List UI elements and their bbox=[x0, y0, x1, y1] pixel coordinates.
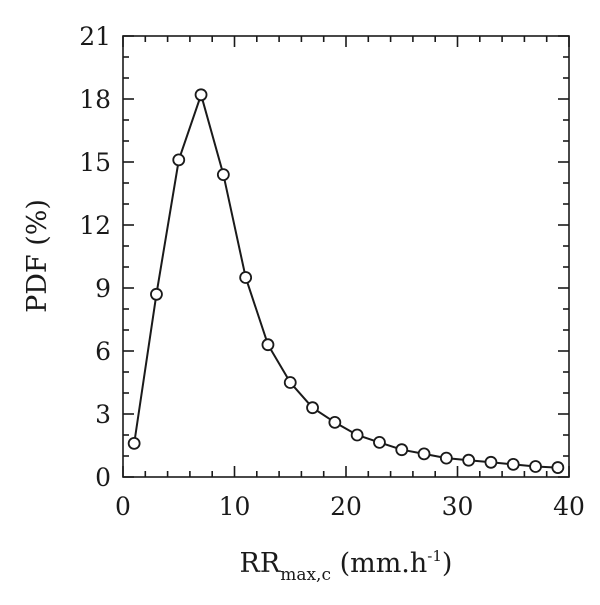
data-point bbox=[417, 447, 431, 461]
data-point bbox=[283, 376, 297, 389]
y-tick-label: 12 bbox=[79, 211, 111, 240]
data-point bbox=[261, 338, 275, 352]
data-point bbox=[150, 287, 163, 301]
series-line bbox=[133, 91, 558, 469]
data-point bbox=[373, 435, 386, 449]
x-tick-label: 20 bbox=[330, 492, 362, 521]
x-axis-title-unit-suffix: ) bbox=[442, 548, 453, 579]
data-point bbox=[328, 415, 342, 429]
data-point bbox=[216, 168, 230, 182]
x-tick-label: 30 bbox=[442, 492, 474, 521]
data-points bbox=[127, 88, 565, 474]
y-tick-label: 15 bbox=[79, 148, 111, 177]
x-axis-title-unit-prefix: (mm.h bbox=[331, 548, 427, 579]
y-tick-label: 9 bbox=[95, 274, 111, 303]
x-tick-label: 10 bbox=[219, 492, 251, 521]
x-tick-label: 0 bbox=[115, 492, 131, 521]
plot-frame bbox=[122, 35, 570, 478]
x-tick-label: 40 bbox=[553, 492, 585, 521]
y-tick-label: 21 bbox=[79, 22, 111, 51]
axis-ticks bbox=[122, 35, 570, 478]
y-axis-title: PDF (%) bbox=[22, 199, 53, 313]
tick-labels: 0 10 20 30 40 0 3 6 9 12 15 18 21 bbox=[79, 22, 585, 521]
y-tick-label: 6 bbox=[95, 337, 111, 366]
x-axis-title-subscript: max,c bbox=[280, 565, 331, 585]
x-axis-title: RRmax,c (mm.h-1) bbox=[240, 547, 453, 585]
data-point bbox=[439, 451, 453, 465]
data-point bbox=[529, 460, 542, 473]
data-point bbox=[172, 153, 186, 167]
data-point bbox=[306, 401, 319, 415]
data-point bbox=[194, 88, 208, 102]
data-point bbox=[551, 461, 565, 474]
y-tick-label: 18 bbox=[79, 85, 111, 114]
data-point bbox=[239, 271, 253, 284]
data-point bbox=[462, 453, 476, 467]
data-point bbox=[395, 443, 409, 457]
y-tick-label: 0 bbox=[95, 463, 111, 492]
data-point bbox=[350, 428, 364, 442]
y-tick-label: 3 bbox=[95, 400, 111, 429]
data-point bbox=[127, 436, 141, 450]
x-axis-title-main: RR bbox=[240, 548, 281, 579]
data-point bbox=[484, 455, 498, 469]
data-point bbox=[506, 457, 520, 471]
x-axis-title-superscript: -1 bbox=[427, 547, 442, 565]
